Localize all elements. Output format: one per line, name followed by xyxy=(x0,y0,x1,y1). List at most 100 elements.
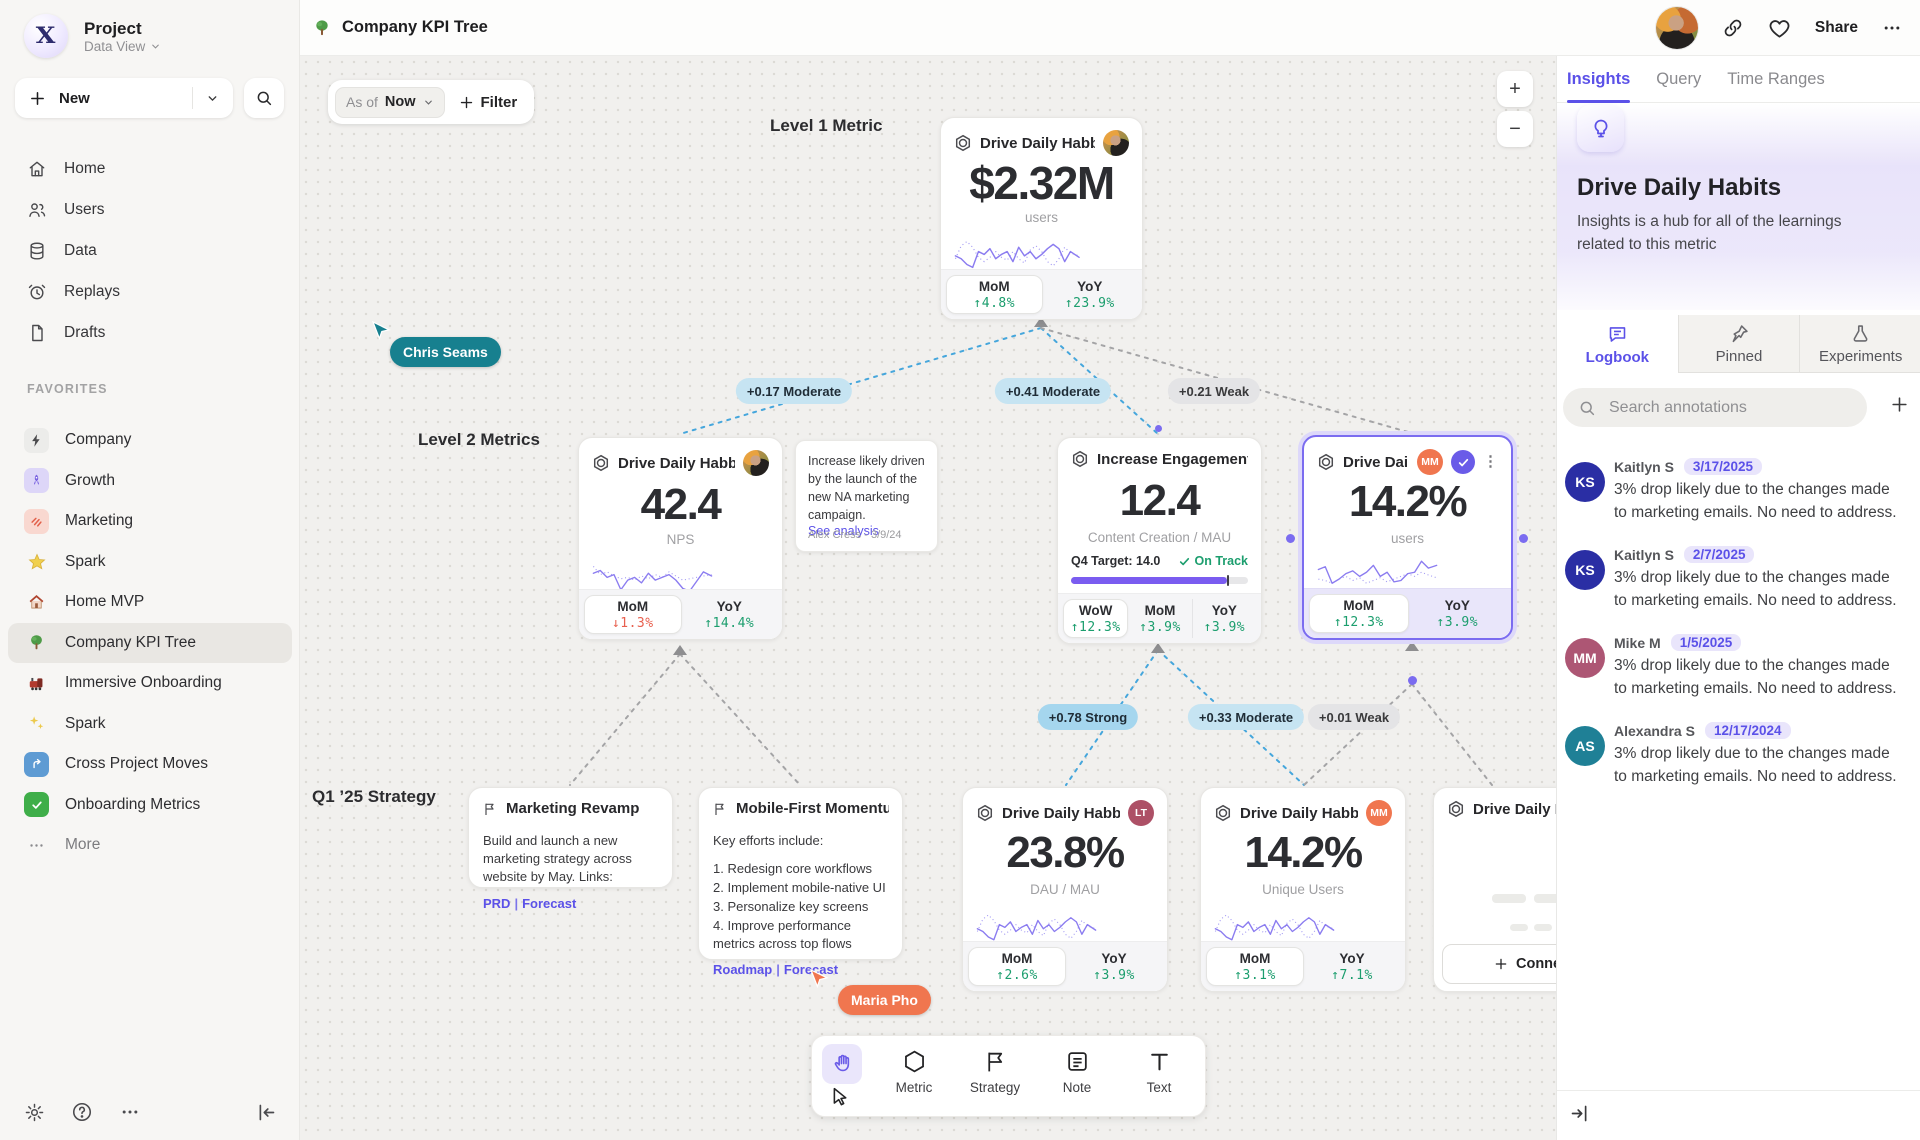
favorite-marketing[interactable]: Marketing xyxy=(8,501,292,542)
search-button[interactable] xyxy=(244,78,284,118)
connect-button[interactable]: Connect xyxy=(1442,944,1556,984)
edge-label: +0.01 Weak xyxy=(1307,704,1401,730)
metric-unit: NPS xyxy=(666,532,695,547)
kpi-tree-canvas[interactable]: As of Now Filter + − Level 1 Metric Leve… xyxy=(300,56,1556,1140)
zoom-out-button[interactable]: − xyxy=(1497,111,1533,147)
as-of-dropdown[interactable]: As of Now xyxy=(335,86,445,118)
annotation-note[interactable]: Increase likely driven by the launch of … xyxy=(795,440,938,552)
sidebar-item-home[interactable]: Home xyxy=(0,148,300,189)
tab-insights[interactable]: Insights xyxy=(1567,56,1631,103)
card-title: Drive Daily Habbits xyxy=(980,134,1095,152)
see-analysis-link[interactable]: See analysis xyxy=(808,524,879,538)
topbar: Company KPI Tree Share xyxy=(300,0,1920,56)
favorite-onboarding-metrics[interactable]: Onboarding Metrics xyxy=(8,785,292,826)
sidebar-item-users[interactable]: Users xyxy=(0,189,300,230)
help-icon[interactable] xyxy=(70,1100,94,1124)
roadmap-link[interactable]: Roadmap xyxy=(713,962,773,977)
flask-icon xyxy=(1853,324,1868,342)
favorite-spark-2[interactable]: Spark xyxy=(8,704,292,745)
project-header[interactable]: X Project Data View xyxy=(24,14,161,58)
text-tool[interactable]: Text xyxy=(1123,1049,1195,1095)
zoom-in-button[interactable]: + xyxy=(1497,71,1533,107)
annotation-item[interactable]: AS Alexandra S 12/17/2024 3% drop likely… xyxy=(1565,722,1915,788)
flag-icon xyxy=(485,803,494,815)
favorite-cross-project-moves[interactable]: Cross Project Moves xyxy=(8,744,292,785)
sidebar-item-drafts[interactable]: Drafts xyxy=(0,312,300,353)
stat-yoy: YoY ↑23.9% xyxy=(1064,278,1115,311)
metric-value: 12.4 xyxy=(1119,476,1201,525)
sparkline xyxy=(1317,560,1438,584)
annotation-item[interactable]: KS Kaitlyn S 3/17/2025 3% drop likely du… xyxy=(1565,458,1915,524)
collapse-panel-icon[interactable] xyxy=(1569,1103,1590,1124)
copy-link-icon[interactable] xyxy=(1722,17,1744,39)
card-title: Drive Daily Habbits xyxy=(1473,800,1556,818)
more-options-icon[interactable] xyxy=(1882,18,1902,38)
tab-time-ranges[interactable]: Time Ranges xyxy=(1727,69,1825,88)
metric-card-drive-daily-habbits-dau[interactable]: Drive Daily Habbits LT 23.8% DAU / MAU M… xyxy=(962,787,1168,992)
tab-query[interactable]: Query xyxy=(1656,69,1702,88)
favorite-heart-icon[interactable] xyxy=(1768,17,1791,40)
metric-value: 23.8% xyxy=(1006,828,1125,877)
favorite-immersive-onboarding[interactable]: Immersive Onboarding xyxy=(8,663,292,704)
annotation-search-input[interactable] xyxy=(1607,397,1837,418)
metric-card-partial[interactable]: Drive Daily Habbits Connect xyxy=(1433,787,1556,992)
annotation-search[interactable] xyxy=(1563,388,1867,427)
sidebar-more[interactable]: More xyxy=(8,825,292,865)
collapse-sidebar-icon[interactable] xyxy=(254,1100,278,1124)
note-tool[interactable]: Note xyxy=(1041,1049,1113,1095)
star-icon xyxy=(24,549,49,574)
ellipsis-icon xyxy=(24,833,49,858)
project-view-switcher[interactable]: Data View xyxy=(84,39,161,54)
metric-card-drive-daily-habbits-unique[interactable]: Drive Daily Habbits MM 14.2% Unique User… xyxy=(1200,787,1406,992)
metric-hexagon-icon xyxy=(977,804,993,822)
subtab-pinned[interactable]: Pinned xyxy=(1677,315,1800,372)
chevron-down-icon[interactable] xyxy=(206,92,219,105)
canvas-toolbar: Metric Strategy Note Text xyxy=(811,1035,1206,1117)
prd-link[interactable]: PRD xyxy=(483,896,511,911)
favorite-spark[interactable]: Spark xyxy=(8,542,292,583)
card-title: Marketing Revamp xyxy=(506,800,640,817)
hand-tool[interactable] xyxy=(822,1044,862,1084)
favorite-company[interactable]: Company xyxy=(8,420,292,461)
metric-hexagon-icon xyxy=(593,454,609,472)
metric-hexagon-icon xyxy=(1448,800,1464,818)
share-button[interactable]: Share xyxy=(1814,19,1858,36)
insights-panel: Insights Query Time Ranges Drive Daily H… xyxy=(1556,56,1920,1140)
selection-handle[interactable] xyxy=(1408,676,1417,685)
favorite-company-kpi-tree[interactable]: Company KPI Tree xyxy=(8,622,292,663)
check-icon xyxy=(1179,557,1189,565)
stat-mom: MoM ↑4.8% xyxy=(946,275,1043,314)
selection-handle[interactable] xyxy=(1519,534,1528,543)
selection-handle[interactable] xyxy=(1286,534,1295,543)
add-annotation-button[interactable] xyxy=(1890,395,1909,414)
strategy-card-mobile-first-momentum[interactable]: Mobile-First Momentum Key efforts includ… xyxy=(698,787,903,977)
favorite-growth[interactable]: Growth xyxy=(8,461,292,502)
select-tool[interactable] xyxy=(830,1086,851,1107)
annotation-item[interactable]: MM Mike M 1/5/2025 3% drop likely due to… xyxy=(1565,634,1915,700)
metric-value: 42.4 xyxy=(640,480,722,529)
sidebar-item-data[interactable]: Data xyxy=(0,230,300,271)
strategy-tool[interactable]: Strategy xyxy=(959,1049,1031,1095)
annotation-item[interactable]: KS Kaitlyn S 2/7/2025 3% drop likely due… xyxy=(1565,546,1915,612)
metric-card-drive-daily-habbits-nps[interactable]: Drive Daily Habbits 42.4 NPS MoM↓1.3% Yo… xyxy=(578,437,783,640)
metric-card-drive-daily-habbits-l1[interactable]: Drive Daily Habbits $2.32M users MoM↑4.8… xyxy=(940,117,1143,320)
stat-wow: WoW ↑12.3% xyxy=(1063,599,1129,638)
settings-gear-icon[interactable] xyxy=(22,1100,46,1124)
pin-icon xyxy=(1732,324,1748,342)
filter-button[interactable]: Filter xyxy=(455,94,528,111)
metric-tool[interactable]: Metric xyxy=(878,1049,950,1095)
user-avatar[interactable] xyxy=(1655,7,1698,49)
metric-unit: users xyxy=(1390,531,1424,546)
metric-card-drive-daily-habbits-selected[interactable]: Drive Daily Habb.. MM ⋮ 14.2% users MoM↑… xyxy=(1302,435,1513,640)
subtab-experiments[interactable]: Experiments xyxy=(1799,315,1920,372)
sparkline xyxy=(954,240,1080,269)
new-button[interactable]: New xyxy=(15,78,233,118)
subtab-logbook[interactable]: Logbook xyxy=(1557,315,1678,374)
favorite-home-mvp[interactable]: Home MVP xyxy=(8,582,292,623)
card-menu-icon[interactable]: ⋮ xyxy=(1483,453,1498,470)
overflow-menu-icon[interactable] xyxy=(118,1100,142,1124)
strategy-card-marketing-revamp[interactable]: Marketing Revamp Build and launch a new … xyxy=(468,787,673,911)
metric-card-increase-engagement[interactable]: Increase Engagement 12.4 Content Creatio… xyxy=(1057,437,1262,644)
forecast-link[interactable]: Forecast xyxy=(522,896,577,911)
sidebar-item-replays[interactable]: Replays xyxy=(0,271,300,312)
